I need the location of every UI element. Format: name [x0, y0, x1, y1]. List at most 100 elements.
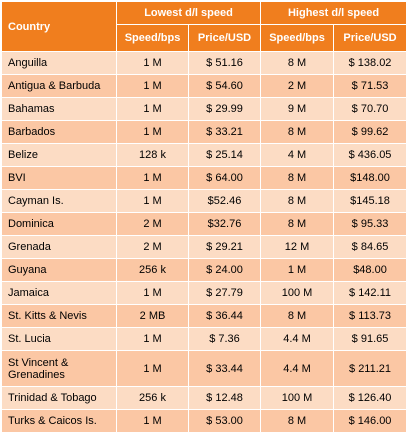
cell-high-price: $ 146.00 [333, 409, 408, 433]
cell-high-speed: 4 M [260, 143, 335, 167]
cell-country: Belize [1, 143, 117, 167]
cell-high-speed: 8 M [260, 189, 335, 213]
cell-country: Jamaica [1, 281, 117, 305]
cell-low-speed: 128 k [116, 143, 189, 167]
cell-low-speed: 1 M [116, 166, 189, 190]
cell-high-speed: 12 M [260, 235, 335, 259]
cell-country: St. Lucia [1, 327, 117, 351]
cell-low-speed: 1 M [116, 327, 189, 351]
cell-low-price: $ 25.14 [187, 143, 262, 167]
table-row: Cayman Is. 1 M $52.46 8 M $145.18 [1, 189, 408, 213]
header-high-price-usd: Price/USD [333, 24, 408, 52]
table-row: Turks & Caicos Is. 1 M $ 53.00 8 M $ 146.00 [1, 409, 408, 433]
cell-high-price: $148.00 [333, 166, 408, 190]
cell-low-price: $ 36.44 [187, 304, 262, 328]
cell-low-speed: 256 k [116, 386, 189, 410]
table-row: Trinidad & Tobago 256 k $ 12.48 100 M $ 126.… [1, 386, 408, 410]
table-row: Guyana 256 k $ 24.00 1 M $48.00 [1, 258, 408, 282]
table-row: Bahamas 1 M $ 29.99 9 M $ 70.70 [1, 97, 408, 121]
cell-country: Grenada [1, 235, 117, 259]
cell-low-price: $ 33.21 [187, 120, 262, 144]
cell-country: BVI [1, 166, 117, 190]
cell-country: Dominica [1, 212, 117, 236]
table-row: Antigua & Barbuda 1 M $ 54.60 2 M $ 71.53 [1, 74, 408, 98]
cell-high-price: $ 436.05 [333, 143, 408, 167]
cell-country: St. Kitts & Nevis [1, 304, 117, 328]
table-row: St. Lucia 1 M $ 7.36 4.4 M $ 91.65 [1, 327, 408, 351]
cell-low-speed: 1 M [116, 74, 189, 98]
cell-high-speed: 4.4 M [260, 327, 335, 351]
header-row-groups: Country Lowest d/l speed Highest d/l spe… [1, 1, 408, 52]
cell-high-price: $48.00 [333, 258, 408, 282]
table-row: Grenada 2 M $ 29.21 12 M $ 84.65 [1, 235, 408, 259]
cell-country: Bahamas [1, 97, 117, 121]
cell-country: Anguilla [1, 51, 117, 75]
table-row: Belize 128 k $ 25.14 4 M $ 436.05 [1, 143, 408, 167]
cell-high-price: $145.18 [333, 189, 408, 213]
cell-low-speed: 1 M [116, 350, 189, 387]
cell-low-speed: 2 M [116, 212, 189, 236]
cell-low-price: $ 12.48 [187, 386, 262, 410]
table-row: St Vincent & Grenadines 1 M $ 33.44 4.4 M $ … [1, 350, 408, 387]
cell-low-price: $ 29.99 [187, 97, 262, 121]
cell-country: Guyana [1, 258, 117, 282]
cell-country: Cayman Is. [1, 189, 117, 213]
header-low-speed-bps: Speed/bps [116, 24, 189, 52]
header-country: Country [1, 1, 117, 52]
cell-low-price: $ 7.36 [187, 327, 262, 351]
cell-high-price: $ 70.70 [333, 97, 408, 121]
cell-high-price: $ 142.11 [333, 281, 408, 305]
cell-low-speed: 1 M [116, 281, 189, 305]
cell-high-price: $ 138.02 [333, 51, 408, 75]
cell-high-speed: 8 M [260, 304, 335, 328]
cell-low-speed: 256 k [116, 258, 189, 282]
header-high-speed-bps: Speed/bps [260, 24, 335, 52]
cell-low-price: $ 51.16 [187, 51, 262, 75]
cell-low-speed: 1 M [116, 409, 189, 433]
table-row: Anguilla 1 M $ 51.16 8 M $ 138.02 [1, 51, 408, 75]
cell-high-price: $ 211.21 [333, 350, 408, 387]
cell-low-price: $ 64.00 [187, 166, 262, 190]
cell-high-price: $ 95.33 [333, 212, 408, 236]
cell-country: St Vincent & Grenadines [1, 350, 117, 387]
table-row: Jamaica 1 M $ 27.79 100 M $ 142.11 [1, 281, 408, 305]
header-row-columns: Speed/bps Price/USD Speed/bps Price/USD [2, 24, 408, 52]
table-row: Dominica 2 M $32.76 8 M $ 95.33 [1, 212, 408, 236]
cell-low-price: $ 24.00 [187, 258, 262, 282]
cell-low-price: $ 33.44 [187, 350, 262, 387]
cell-high-speed: 2 M [260, 74, 335, 98]
cell-high-price: $ 71.53 [333, 74, 408, 98]
header-highest-speed: Highest d/l speed [260, 1, 408, 25]
table-body: Anguilla 1 M $ 51.16 8 M $ 138.02 Antigua & B… [1, 51, 408, 433]
cell-low-speed: 2 M [116, 235, 189, 259]
cell-low-speed: 1 M [116, 189, 189, 213]
cell-high-price: $ 99.62 [333, 120, 408, 144]
cell-high-speed: 9 M [260, 97, 335, 121]
cell-high-price: $ 113.73 [333, 304, 408, 328]
cell-low-price: $ 27.79 [187, 281, 262, 305]
cell-low-price: $ 29.21 [187, 235, 262, 259]
cell-low-speed: 1 M [116, 120, 189, 144]
cell-low-price: $ 54.60 [187, 74, 262, 98]
cell-low-price: $52.46 [187, 189, 262, 213]
cell-high-speed: 4.4 M [260, 350, 335, 387]
cell-high-speed: 100 M [260, 386, 335, 410]
cell-high-price: $ 91.65 [333, 327, 408, 351]
cell-low-speed: 1 M [116, 51, 189, 75]
cell-country: Turks & Caicos Is. [1, 409, 117, 433]
cell-high-price: $ 126.40 [333, 386, 408, 410]
cell-high-speed: 8 M [260, 212, 335, 236]
cell-high-speed: 8 M [260, 120, 335, 144]
cell-high-speed: 8 M [260, 409, 335, 433]
cell-country: Antigua & Barbuda [1, 74, 117, 98]
table-row: St. Kitts & Nevis 2 MB $ 36.44 8 M $ 113.73 [1, 304, 408, 328]
header-lowest-speed: Lowest d/l speed [115, 1, 262, 25]
cell-high-speed: 1 M [260, 258, 335, 282]
cell-low-speed: 1 M [116, 97, 189, 121]
cell-low-price: $32.76 [187, 212, 262, 236]
cell-high-speed: 100 M [260, 281, 335, 305]
cell-country: Trinidad & Tobago [1, 386, 117, 410]
cell-high-speed: 8 M [260, 51, 335, 75]
cell-country: Barbados [1, 120, 117, 144]
